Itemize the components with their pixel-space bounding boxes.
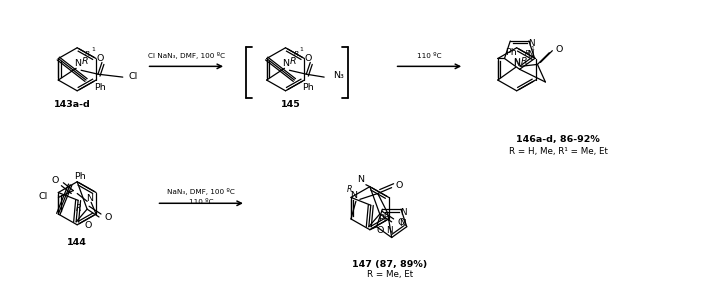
Text: Ph: Ph <box>74 172 86 181</box>
Text: 110 ºC: 110 ºC <box>189 199 214 205</box>
Text: R: R <box>85 51 90 57</box>
Text: N: N <box>74 59 81 68</box>
Text: O: O <box>96 54 104 63</box>
Text: N: N <box>527 50 534 59</box>
Text: R: R <box>521 57 528 66</box>
Text: N: N <box>86 194 93 203</box>
Text: 110 ºC: 110 ºC <box>417 53 442 59</box>
Text: N: N <box>513 58 520 67</box>
Text: R: R <box>346 185 352 194</box>
Text: R: R <box>76 204 81 213</box>
Text: 1: 1 <box>91 47 95 52</box>
Text: O: O <box>395 181 403 190</box>
Text: 143a-d: 143a-d <box>54 100 90 109</box>
Text: O: O <box>84 221 91 230</box>
Text: O: O <box>51 176 58 185</box>
Text: R: R <box>524 50 530 56</box>
Text: R = Me, Et: R = Me, Et <box>367 270 413 279</box>
Text: N: N <box>282 59 289 68</box>
Text: N: N <box>513 59 520 68</box>
Text: Ph: Ph <box>505 48 517 57</box>
Text: O: O <box>305 54 312 63</box>
Text: Ph: Ph <box>94 83 106 92</box>
Text: O: O <box>555 45 563 54</box>
Text: R = H, Me, R¹ = Me, Et: R = H, Me, R¹ = Me, Et <box>509 147 608 156</box>
Text: N: N <box>358 175 365 184</box>
Text: N₃: N₃ <box>333 71 344 80</box>
Text: R: R <box>81 57 88 66</box>
Text: 147 (87, 89%): 147 (87, 89%) <box>352 260 428 269</box>
Text: N: N <box>386 226 393 235</box>
Text: O: O <box>376 226 384 235</box>
Text: Cl: Cl <box>129 72 138 81</box>
Text: R: R <box>294 51 299 57</box>
Text: N: N <box>350 191 358 200</box>
Text: N: N <box>528 39 534 48</box>
Text: NaN₃, DMF, 100 ºC: NaN₃, DMF, 100 ºC <box>168 188 235 195</box>
Text: N: N <box>400 208 407 217</box>
Text: R: R <box>290 57 297 66</box>
Text: Ph: Ph <box>379 215 390 224</box>
Text: 145: 145 <box>280 100 300 109</box>
Text: O: O <box>397 218 405 227</box>
Text: 1: 1 <box>531 46 534 51</box>
Text: 144: 144 <box>67 238 87 247</box>
Text: Ph: Ph <box>302 83 314 92</box>
Text: O: O <box>105 213 112 222</box>
Text: 1: 1 <box>299 47 304 52</box>
Text: N: N <box>400 219 406 228</box>
Text: 146a-d, 86-92%: 146a-d, 86-92% <box>517 135 600 144</box>
Text: Cl NaN₃, DMF, 100 ºC: Cl NaN₃, DMF, 100 ºC <box>148 52 225 59</box>
Text: Cl: Cl <box>39 192 48 201</box>
